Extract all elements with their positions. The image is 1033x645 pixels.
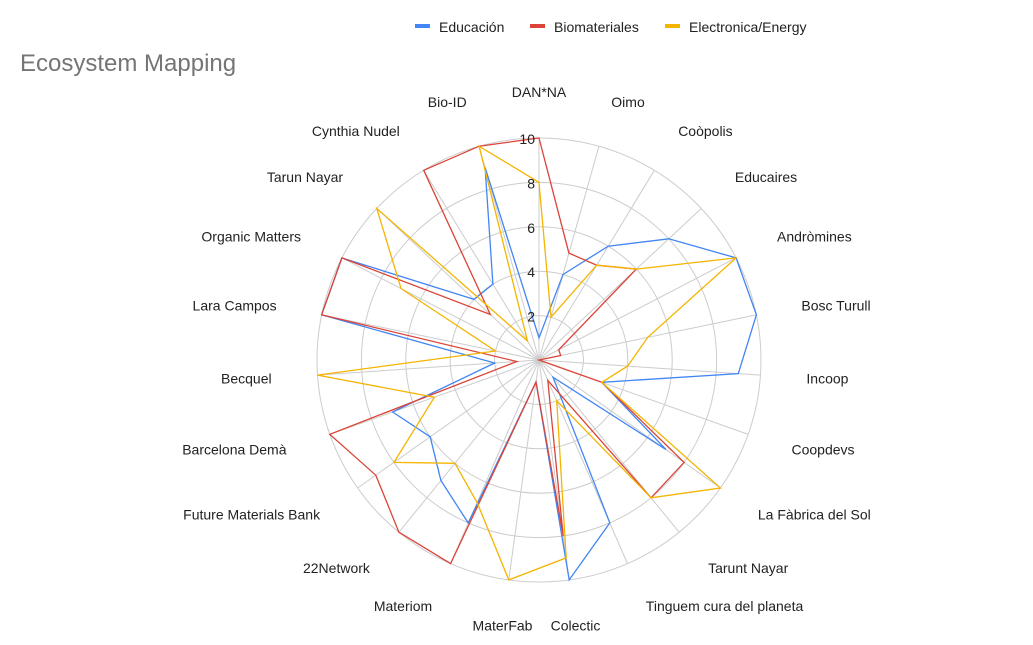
legend-label: Electronica/Energy	[689, 19, 807, 35]
legend-item[interactable]: Educación	[415, 19, 504, 35]
spoke-line	[538, 359, 721, 489]
spoke-line	[538, 359, 680, 533]
spoke-line	[398, 359, 540, 533]
radar-spokes	[317, 138, 761, 581]
spoke-line	[538, 359, 628, 564]
category-label: Educaires	[735, 169, 797, 185]
category-label: Lara Campos	[193, 298, 277, 314]
category-label: Barcelona Demà	[182, 442, 286, 458]
category-label: Andròmines	[777, 229, 852, 245]
spoke-line	[321, 314, 540, 361]
legend-swatch	[530, 24, 545, 28]
category-label: Coòpolis	[678, 123, 732, 139]
spoke-line	[508, 359, 540, 581]
series-layer	[317, 137, 758, 582]
legend: Educación Biomateriales Electronica/Energy	[415, 19, 807, 35]
spoke-line	[538, 359, 761, 376]
spoke-line	[450, 359, 540, 564]
legend-label: Biomateriales	[554, 19, 639, 35]
radial-tick-label: 2	[527, 309, 535, 325]
legend-item[interactable]: Biomateriales	[530, 19, 639, 35]
category-labels: DAN*NA Oimo Coòpolis Educaires Andròmines Bos…	[182, 84, 871, 634]
category-label: Tarunt Nayar	[708, 560, 788, 576]
radial-tick-label: 10	[519, 131, 535, 147]
legend-swatch	[665, 24, 680, 28]
category-label: Future Materials Bank	[183, 507, 321, 523]
legend-swatch	[415, 24, 430, 28]
legend-label: Educación	[439, 19, 504, 35]
category-label: Incoop	[806, 370, 848, 386]
spoke-line	[317, 359, 540, 376]
category-label: Tarun Nayar	[267, 169, 344, 185]
category-label: Bio-ID	[428, 94, 467, 110]
category-label: Tinguem cura del planeta	[646, 598, 804, 614]
category-label: La Fàbrica del Sol	[758, 507, 871, 523]
radial-tick-label: 4	[527, 264, 535, 280]
series-line-1	[320, 137, 686, 565]
category-label: Coopdevs	[792, 442, 855, 458]
spoke-line	[341, 257, 540, 361]
spoke-line	[538, 359, 570, 581]
legend-item[interactable]: Electronica/Energy	[665, 19, 807, 35]
category-label: Becquel	[221, 370, 272, 386]
radial-tick-label: 6	[527, 220, 535, 236]
series-line-0	[320, 167, 758, 582]
spoke-line	[538, 257, 737, 361]
category-label: Cynthia Nudel	[312, 123, 400, 139]
category-label: Organic Matters	[201, 229, 301, 245]
chart-title: Ecosystem Mapping	[20, 50, 237, 77]
radial-tick-label: 8	[527, 175, 535, 191]
spoke-line	[357, 359, 540, 489]
radial-ticks: 2 4 6 8 10	[519, 131, 535, 325]
category-label: Bosc Turull	[801, 298, 870, 314]
category-label: Oimo	[611, 94, 645, 110]
series-line-2	[317, 144, 739, 581]
spoke-line	[538, 208, 702, 361]
category-label: Colectic	[551, 618, 601, 634]
category-label: 22Network	[303, 560, 371, 576]
category-label: MaterFab	[473, 618, 533, 634]
category-label: Materiom	[374, 598, 432, 614]
spoke-line	[423, 170, 540, 361]
category-label: DAN*NA	[512, 84, 567, 100]
spoke-line	[376, 208, 540, 361]
